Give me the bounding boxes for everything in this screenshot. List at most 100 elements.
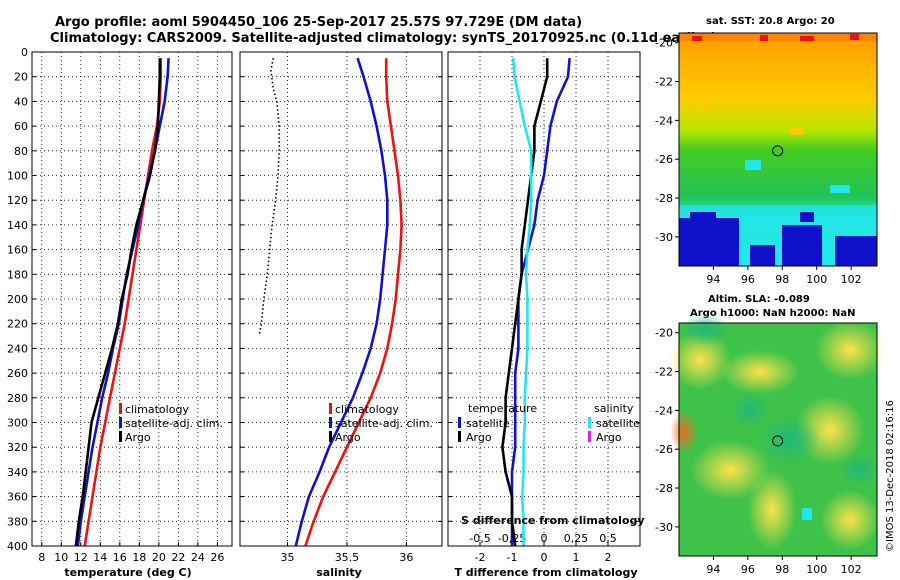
temperature-panel: 8 10 12 14 16 18 20 22 24 26 <box>31 51 233 564</box>
depth-tick-label: 300 <box>7 417 28 430</box>
map-x-tick-label: 100 <box>806 273 827 286</box>
map-y-tick-label: -30 <box>655 521 673 534</box>
x2-tick-label: 0,5 <box>599 532 617 545</box>
x-tick-label: 36 <box>399 551 413 564</box>
legend-swatch-t-argo <box>458 431 461 442</box>
sla-map-axes: 94 96 98 100 102 -20 -22 -24 -26 -28 -30 <box>655 327 862 576</box>
difference-panel: -2 -1 0 1 2-0,5 -0,25 0 0,25 0,5 <box>447 51 641 564</box>
series-line-climatology <box>304 58 403 547</box>
sst-map: sat. SST: 20.8 Argo: 20 94 96 98 100 102 -20 -… <box>655 16 878 286</box>
sla-map-frame <box>678 322 878 557</box>
figure-title-line2: Climatology: CARS2009. Satellite-adjuste… <box>50 31 717 46</box>
legend-label-s-satellite: satellite <box>596 417 640 430</box>
series-line-argo-slow- <box>258 58 281 337</box>
legend-swatch-argo <box>119 431 122 442</box>
map-y-tick-label: -28 <box>655 482 673 495</box>
map-y-tick-label: -24 <box>655 404 673 417</box>
legend-swatch-s-satellite <box>588 417 591 428</box>
depth-tick-label: 380 <box>7 515 28 528</box>
legend-title-temperature: temperature <box>468 402 537 415</box>
series-line-t-argo <box>501 58 549 547</box>
difference-legend: temperature satellite Argo salinity sate… <box>458 402 645 527</box>
map-x-tick-label: 102 <box>841 563 862 576</box>
map-x-tick-label: 98 <box>775 273 789 286</box>
sst-map-axes: 94 96 98 100 102 -20 -22 -24 -26 -28 -30 <box>655 37 862 286</box>
map-y-tick-label: -28 <box>655 192 673 205</box>
x-tick-label: 12 <box>74 551 88 564</box>
sst-speckle <box>679 33 877 266</box>
map-y-tick-label: -20 <box>655 327 673 340</box>
x-tick-label: 0 <box>541 551 548 564</box>
depth-tick-label: 360 <box>7 491 28 504</box>
x2-tick-label: 0 <box>541 532 548 545</box>
credit-text: ©IMOS 13-Dec-2018 02:16:16 <box>885 400 896 552</box>
depth-tick-label: 80 <box>14 145 28 158</box>
depth-tick-label: 220 <box>7 318 28 331</box>
depth-tick-label: 320 <box>7 441 28 454</box>
sst-map-title: sat. SST: 20.8 Argo: 20 <box>706 16 835 27</box>
legend-swatch-climatology <box>329 403 332 414</box>
series-line-t-satellite <box>510 58 571 546</box>
series-line-climatology <box>83 58 163 547</box>
depth-tick-label: 40 <box>14 95 28 108</box>
legend-label-t-satellite: satellite <box>466 417 510 430</box>
depth-tick-label: 200 <box>7 293 28 306</box>
map-x-tick-label: 94 <box>706 563 720 576</box>
profile-location-marker <box>772 435 784 447</box>
x-tick-label: 35.5 <box>335 551 360 564</box>
sla-map-title: Altim. SLA: -0.089 <box>708 294 810 305</box>
legend-swatch-satellite <box>329 417 332 428</box>
map-x-tick-label: 100 <box>806 563 827 576</box>
x-tick-label: 14 <box>93 551 107 564</box>
plot-frame <box>239 51 443 547</box>
depth-tick-label: 280 <box>7 392 28 405</box>
x-tick-label: 18 <box>132 551 146 564</box>
depth-tick-label: 180 <box>7 268 28 281</box>
map-x-tick-label: 96 <box>741 563 755 576</box>
temperature-legend: climatology satellite-adj. clim. Argo <box>119 403 223 444</box>
x-tick-label: 22 <box>171 551 185 564</box>
map-y-tick-label: -22 <box>655 366 673 379</box>
map-y-tick-label: -20 <box>655 37 673 50</box>
depth-tick-label: 140 <box>7 219 28 232</box>
map-y-tick-label: -26 <box>655 443 673 456</box>
x2-tick-label: -0,5 <box>469 532 490 545</box>
legend-label-satellite: satellite-adj. clim. <box>335 417 433 430</box>
legend-title-salinity: salinity <box>594 402 634 415</box>
sla-map: Altim. SLA: -0.089 Argo h1000: NaN h2000… <box>655 294 885 576</box>
depth-tick-label: 20 <box>14 71 28 84</box>
x-tick-label: 16 <box>113 551 127 564</box>
legend-label-satellite: satellite-adj. clim. <box>125 417 223 430</box>
legend-swatch-argo <box>329 431 332 442</box>
x-tick-label: 20 <box>152 551 166 564</box>
t-difference-axis-label: T difference from climatology <box>454 566 637 579</box>
depth-tick-label: 340 <box>7 466 28 479</box>
depth-tick-label: 120 <box>7 194 28 207</box>
legend-swatch-climatology <box>119 403 122 414</box>
x-tick-label: 2 <box>605 551 612 564</box>
x-tick-label: 26 <box>210 551 224 564</box>
x-tick-label: 35 <box>281 551 295 564</box>
series-line-satellite-adj-clim- <box>294 57 389 547</box>
legend-swatch-s-argo <box>588 431 591 442</box>
legend-swatch-satellite <box>119 417 122 428</box>
depth-axis-labels: 0 20 40 60 80 100 120 140 160 180 200 220 240 260 280 3… <box>7 46 28 553</box>
legend-label-argo: Argo <box>125 431 151 444</box>
s-difference-axis-label: S difference from climatology <box>461 514 645 527</box>
x2-tick-label: 0,25 <box>564 532 589 545</box>
depth-tick-label: 100 <box>7 170 28 183</box>
map-x-tick-label: 94 <box>706 273 720 286</box>
x-tick-label: 24 <box>191 551 205 564</box>
map-x-tick-label: 102 <box>841 273 862 286</box>
legend-swatch-t-satellite <box>458 417 461 428</box>
x-tick-label: 1 <box>573 551 580 564</box>
depth-tick-label: 260 <box>7 367 28 380</box>
plot-frame <box>447 51 641 547</box>
depth-tick-label: 400 <box>7 540 28 553</box>
profile-location-marker <box>772 145 784 157</box>
map-y-tick-label: -24 <box>655 114 673 127</box>
depth-tick-label: 160 <box>7 244 28 257</box>
depth-tick-label: 0 <box>21 46 28 59</box>
sla-map-subtitle: Argo h1000: NaN h2000: NaN <box>690 308 856 319</box>
